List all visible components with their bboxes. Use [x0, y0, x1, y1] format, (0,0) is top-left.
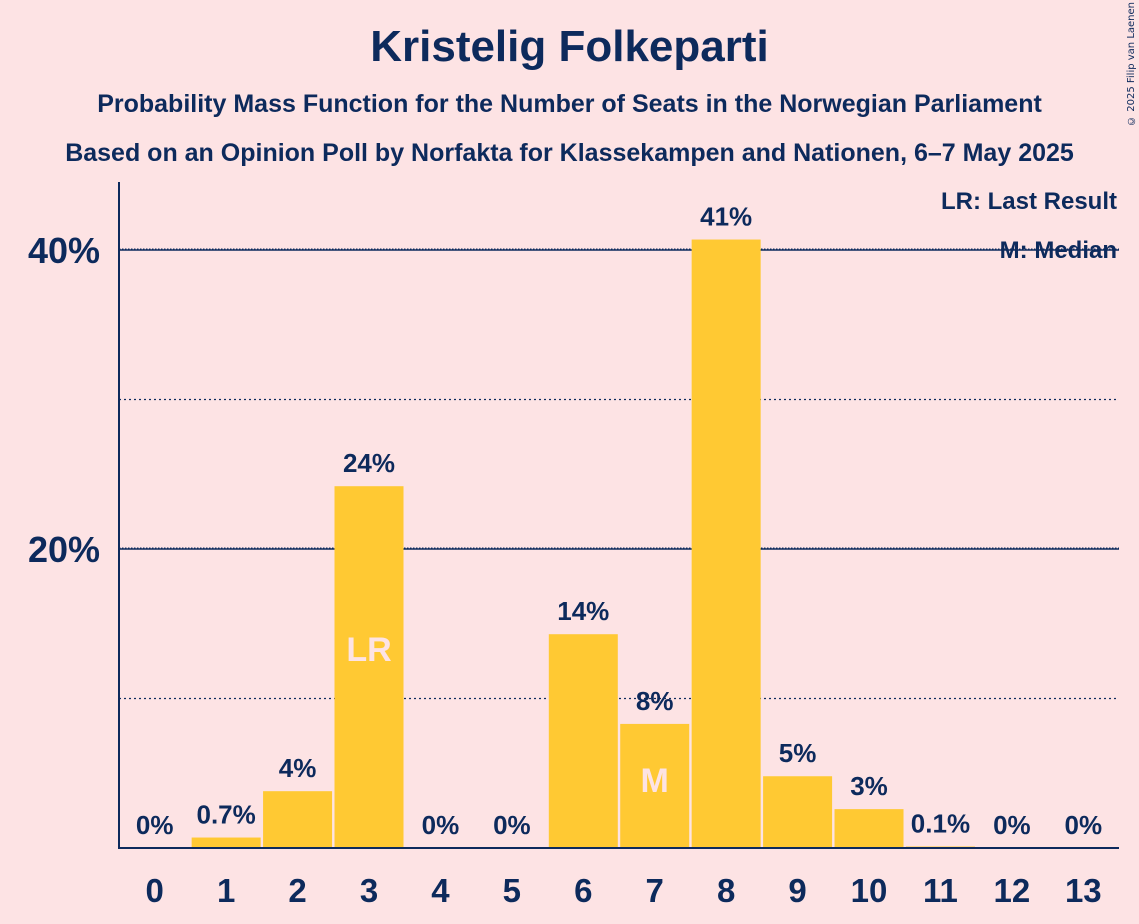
bar — [334, 486, 404, 848]
y-tick-label: 20% — [28, 529, 100, 570]
chart-title: Kristelig Folkeparti — [370, 22, 769, 71]
bar-value-label: 0% — [1065, 810, 1103, 840]
bar — [548, 634, 618, 848]
bar-marker-label: M — [641, 762, 669, 800]
x-tick-label: 10 — [851, 872, 888, 909]
bar-value-label: 0% — [136, 810, 174, 840]
x-tick-label: 4 — [431, 872, 450, 909]
y-tick-label: 40% — [28, 230, 100, 271]
legend: LR: Last Result M: Median — [941, 188, 1117, 264]
y-tick-labels: 20% 40% — [28, 230, 100, 570]
bar-value-labels: 0% 0.7% 4% 24% 0% 0% 14% 8% 41% 5% 3% 0.1% 0% 0% — [136, 202, 1102, 840]
bars — [191, 239, 975, 848]
axes — [118, 182, 1119, 849]
bar-markers: LR M — [346, 631, 669, 800]
bar — [763, 776, 833, 848]
bar — [191, 837, 261, 848]
chart-subtitle: Probability Mass Function for the Number… — [97, 90, 1042, 118]
x-tick-label: 5 — [503, 872, 521, 909]
bar-value-label: 4% — [279, 753, 317, 783]
bar — [263, 791, 333, 848]
x-tick-label: 9 — [788, 872, 806, 909]
bar-value-label: 5% — [779, 738, 817, 768]
bar — [834, 809, 904, 848]
bar-value-label: 3% — [850, 771, 888, 801]
bar-value-label: 0% — [993, 810, 1031, 840]
bar-marker-label: LR — [346, 631, 391, 669]
x-tick-label: 7 — [646, 872, 664, 909]
bar-value-label: 14% — [557, 596, 609, 626]
bar — [691, 239, 761, 848]
gridlines — [119, 248, 1119, 700]
chart-source-subtitle: Based on an Opinion Poll by Norfakta for… — [65, 139, 1074, 167]
legend-last-result: LR: Last Result — [941, 188, 1117, 215]
bar-value-label: 8% — [636, 686, 674, 716]
x-tick-labels: 0 1 2 3 4 5 6 7 8 9 10 11 12 13 — [146, 872, 1102, 909]
x-tick-label: 0 — [146, 872, 164, 909]
x-tick-label: 3 — [360, 872, 378, 909]
x-tick-label: 2 — [288, 872, 306, 909]
legend-median: M: Median — [1000, 237, 1117, 264]
x-tick-label: 13 — [1065, 872, 1102, 909]
bar-value-label: 0% — [493, 810, 531, 840]
x-tick-label: 8 — [717, 872, 735, 909]
bar-value-label: 0.1% — [911, 809, 970, 839]
x-tick-label: 12 — [994, 872, 1031, 909]
x-tick-label: 1 — [217, 872, 235, 909]
x-tick-label: 6 — [574, 872, 592, 909]
bar-value-label: 24% — [343, 448, 395, 478]
bar-value-label: 41% — [700, 202, 752, 232]
bar-value-label: 0% — [422, 810, 460, 840]
bar — [620, 723, 690, 848]
x-tick-label: 11 — [923, 872, 958, 909]
bar-value-label: 0.7% — [197, 800, 256, 830]
